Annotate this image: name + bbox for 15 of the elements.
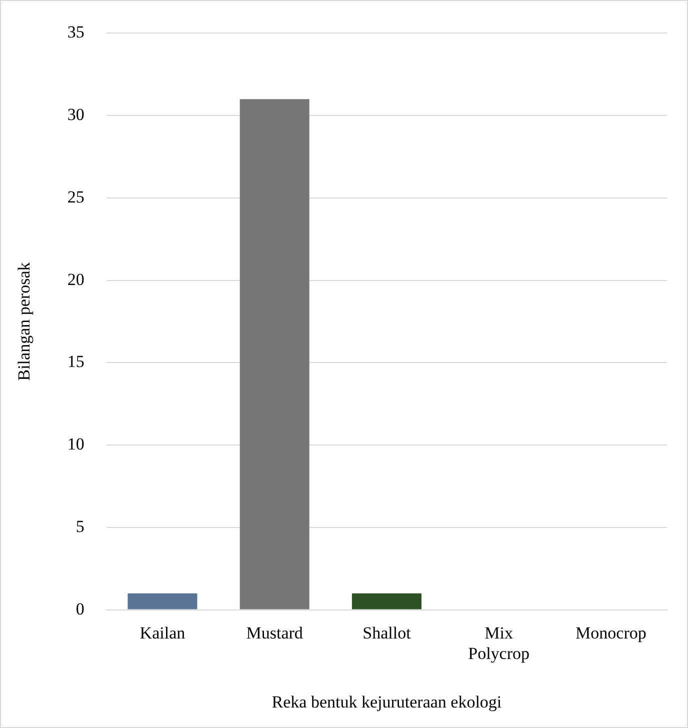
x-axis-title: Reka bentuk kejuruteraan ekologi [272,692,502,712]
y-axis-title: Bilangan perosak [14,262,34,381]
x-tick-label: Mix Polycrop [468,623,530,663]
y-tick-label: 0 [76,599,84,618]
x-tick-label: Kailan [140,623,186,642]
x-tick-label: Shallot [362,623,412,642]
x-tick-label: Monocrop [576,623,646,642]
y-tick-label: 10 [67,434,84,454]
y-tick-label: 15 [67,352,84,372]
y-tick-label: 25 [67,187,84,206]
y-tick-label: 30 [67,105,84,124]
y-tick-label: 20 [67,270,84,289]
x-tick-label: Mustard [246,623,304,642]
y-tick-label: 35 [67,22,84,42]
y-tick-label: 5 [76,516,84,536]
